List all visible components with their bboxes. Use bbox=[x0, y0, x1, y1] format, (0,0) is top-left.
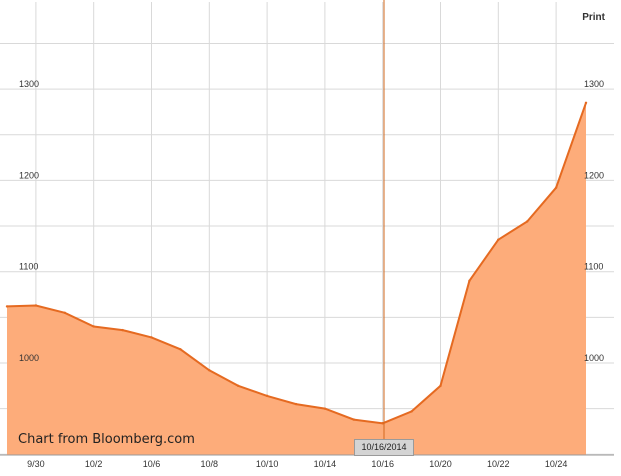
print-button[interactable]: Print bbox=[582, 12, 605, 23]
x-tick-label: 10/6 bbox=[143, 459, 161, 469]
data-point bbox=[323, 407, 327, 410]
data-point bbox=[63, 311, 66, 314]
data-point bbox=[526, 220, 529, 223]
data-point bbox=[497, 238, 500, 241]
data-point bbox=[34, 304, 38, 307]
y-tick-label-right: 1100 bbox=[584, 262, 603, 272]
y-tick-labels-left: 1000 1100 1200 1300 bbox=[19, 79, 39, 363]
y-tick-labels-right: 1000 1100 1200 1300 bbox=[584, 79, 604, 363]
data-point bbox=[439, 384, 442, 388]
y-tick-label-right: 1300 bbox=[584, 79, 604, 89]
x-tick-labels: 9/30 10/2 10/6 10/8 10/10 10/14 10/16 10/20 10/2… bbox=[27, 459, 567, 469]
data-point bbox=[121, 328, 124, 332]
y-tick-label-left: 1000 bbox=[19, 353, 39, 363]
x-tick-label: 10/24 bbox=[545, 459, 568, 469]
data-point bbox=[208, 369, 211, 372]
y-tick-label-left: 1300 bbox=[19, 79, 39, 89]
data-point bbox=[179, 348, 182, 351]
chart-source-watermark: Chart from Bloomberg.com bbox=[18, 432, 195, 447]
y-tick-label-left: 1100 bbox=[19, 262, 38, 272]
y-tick-label-right: 1200 bbox=[584, 170, 604, 180]
data-point bbox=[265, 394, 269, 398]
data-point bbox=[554, 186, 558, 189]
x-tick-label: 9/30 bbox=[27, 459, 45, 469]
y-tick-label-right: 1000 bbox=[584, 353, 604, 363]
data-point bbox=[92, 325, 95, 328]
x-tick-label: 10/16 bbox=[371, 459, 394, 469]
data-point bbox=[584, 101, 588, 104]
data-point bbox=[352, 418, 355, 421]
x-tick-label: 10/8 bbox=[201, 459, 219, 469]
x-tick-label: 10/22 bbox=[487, 459, 510, 469]
data-points bbox=[5, 101, 588, 425]
data-point bbox=[410, 410, 413, 413]
data-point bbox=[150, 336, 153, 339]
data-point bbox=[381, 422, 384, 425]
x-tick-label: 10/20 bbox=[429, 459, 452, 469]
y-tick-label-left: 1200 bbox=[19, 170, 39, 180]
x-tick-label: 10/2 bbox=[85, 459, 103, 469]
x-tick-label: 10/14 bbox=[314, 459, 337, 469]
data-point bbox=[468, 279, 471, 283]
data-point bbox=[294, 402, 298, 406]
data-point bbox=[5, 305, 9, 308]
crosshair-date-label: 10/16/2014 bbox=[354, 439, 414, 456]
data-point bbox=[237, 384, 240, 388]
x-tick-label: 10/10 bbox=[256, 459, 279, 469]
area-fill bbox=[7, 102, 586, 456]
